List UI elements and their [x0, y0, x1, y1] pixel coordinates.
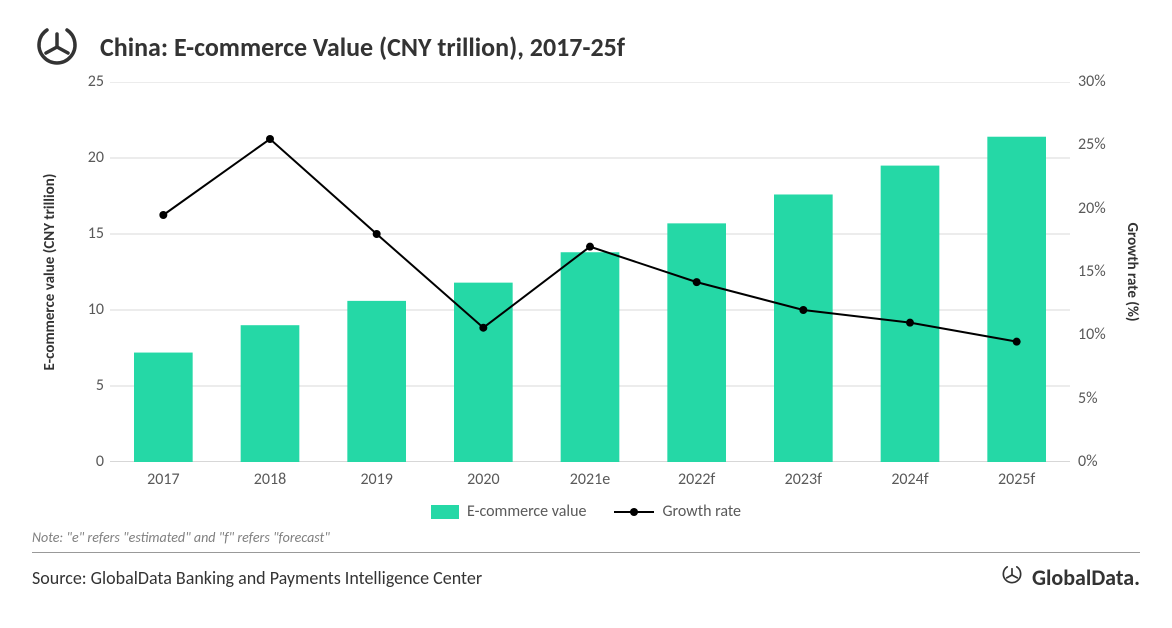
y-left-tick: 25 [74, 72, 104, 91]
brand-logo-icon [1000, 563, 1024, 592]
y-left-tick: 0 [74, 452, 104, 471]
y-left-tick: 5 [74, 376, 104, 395]
growth-marker [159, 211, 167, 219]
x-tick-label: 2022f [643, 470, 750, 489]
x-tick-label: 2019 [323, 470, 430, 489]
brand-name: GlobalData. [1032, 564, 1140, 591]
chart-area: E-commerce value (CNY trillion) Growth r… [110, 82, 1070, 462]
y-right-tick: 15% [1078, 262, 1106, 281]
y-right-tick: 25% [1078, 135, 1106, 154]
growth-marker [373, 230, 381, 238]
logo-icon [32, 22, 82, 72]
legend-line-marker [614, 506, 654, 518]
growth-marker [693, 278, 701, 286]
footer-divider [32, 552, 1140, 553]
y-right-tick: 5% [1078, 389, 1098, 408]
y-left-tick: 20 [74, 148, 104, 167]
bar [774, 194, 833, 462]
x-tick-label: 2017 [110, 470, 217, 489]
plot-svg [110, 82, 1070, 462]
legend-item-line: Growth rate [614, 502, 741, 521]
x-tick-label: 2020 [430, 470, 537, 489]
x-tick-label: 2018 [217, 470, 324, 489]
x-tick-label: 2021e [537, 470, 644, 489]
x-tick-label: 2023f [750, 470, 857, 489]
bar [134, 353, 193, 462]
growth-marker [799, 306, 807, 314]
chart-note: Note: "e" refers "estimated" and "f" ref… [32, 529, 1140, 546]
chart-header: China: E-commerce Value (CNY trillion), … [32, 22, 1140, 72]
y-right-tick: 10% [1078, 325, 1106, 344]
x-tick-label: 2024f [857, 470, 964, 489]
y-right-tick: 30% [1078, 72, 1106, 91]
y-left-tick: 15 [74, 224, 104, 243]
bar [987, 137, 1046, 462]
growth-marker [586, 243, 594, 251]
legend-item-bars: E-commerce value [431, 502, 586, 521]
chart-footer: Source: GlobalData Banking and Payments … [32, 563, 1140, 592]
x-tick-label: 2025f [963, 470, 1070, 489]
y-right-tick: 20% [1078, 199, 1106, 218]
bar [347, 301, 406, 462]
y-right-axis-title: Growth rate (%) [1123, 222, 1141, 321]
y-left-axis-title: E-commerce value (CNY trillion) [41, 174, 59, 371]
bar [667, 223, 726, 462]
legend-label-line: Growth rate [662, 502, 741, 521]
bar [561, 252, 620, 462]
bar [881, 166, 940, 462]
chart-title: China: E-commerce Value (CNY trillion), … [100, 31, 625, 63]
bar [241, 325, 300, 462]
growth-marker [1013, 338, 1021, 346]
legend-swatch-bar [431, 505, 459, 519]
chart-legend: E-commerce value Growth rate [32, 502, 1140, 521]
brand-block: GlobalData. [1000, 563, 1140, 592]
source-text: Source: GlobalData Banking and Payments … [32, 567, 482, 589]
growth-marker [479, 324, 487, 332]
growth-marker [906, 319, 914, 327]
y-left-tick: 10 [74, 300, 104, 319]
legend-label-bars: E-commerce value [467, 502, 586, 521]
growth-marker [266, 135, 274, 143]
y-right-tick: 0% [1078, 452, 1098, 471]
